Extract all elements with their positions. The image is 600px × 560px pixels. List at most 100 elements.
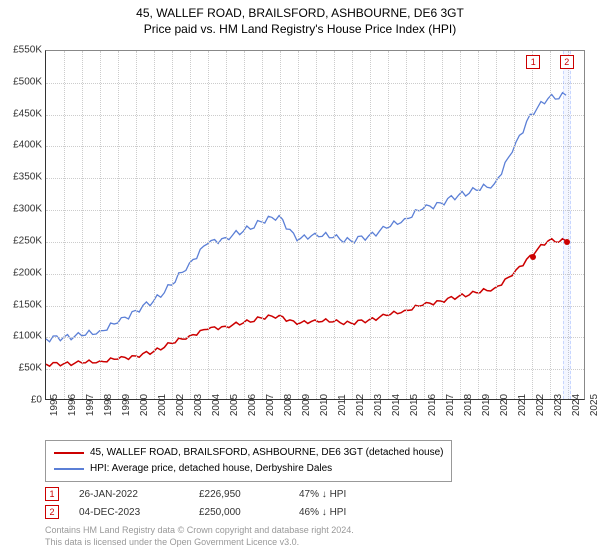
gridline-h [46,242,584,243]
legend: 45, WALLEF ROAD, BRAILSFORD, ASHBOURNE, … [45,440,452,482]
xtick-label: 2010 [319,394,330,416]
ytick-label: £400K [13,140,42,151]
xtick-label: 2006 [247,394,258,416]
xtick-label: 2000 [139,394,150,416]
gridline-v [298,51,299,399]
gridline-v [496,51,497,399]
gridline-h [46,178,584,179]
gridline-v [172,51,173,399]
ytick-label: £300K [13,204,42,215]
chart-container: 45, WALLEF ROAD, BRAILSFORD, ASHBOURNE, … [0,0,600,560]
sale-price: £250,000 [199,507,299,518]
gridline-v [424,51,425,399]
ytick-label: £100K [13,331,42,342]
xtick-label: 2002 [175,394,186,416]
xtick-label: 2012 [355,394,366,416]
sale-marker-box: 1 [526,55,540,69]
gridline-v [154,51,155,399]
gridline-v [82,51,83,399]
gridline-v [388,51,389,399]
gridline-v [406,51,407,399]
gridline-v [316,51,317,399]
ytick-label: £250K [13,235,42,246]
gridline-v [532,51,533,399]
sale-row-marker: 1 [45,487,59,501]
title-line1: 45, WALLEF ROAD, BRAILSFORD, ASHBOURNE, … [136,6,464,20]
xtick-label: 2009 [301,394,312,416]
sale-row-marker: 2 [45,505,59,519]
gridline-h [46,306,584,307]
xtick-label: 2021 [517,394,528,416]
xtick-label: 2013 [373,394,384,416]
sale-date: 04-DEC-2023 [79,507,199,518]
sale-row: 2 04-DEC-2023£250,00046% ↓ HPI [45,503,399,521]
xtick-label: 2017 [445,394,456,416]
ytick-label: £0 [31,395,42,406]
xtick-label: 2014 [391,394,402,416]
gridline-v [442,51,443,399]
legend-label: 45, WALLEF ROAD, BRAILSFORD, ASHBOURNE, … [90,445,443,461]
gridline-h [46,337,584,338]
xtick-label: 2016 [427,394,438,416]
gridline-v [352,51,353,399]
footer-attribution: Contains HM Land Registry data © Crown c… [45,525,354,548]
ytick-label: £500K [13,76,42,87]
gridline-h [46,369,584,370]
gridline-v [334,51,335,399]
xtick-label: 2011 [337,394,348,416]
xtick-label: 2025 [589,394,600,416]
gridline-v [550,51,551,399]
gridline-v [370,51,371,399]
xtick-label: 2005 [229,394,240,416]
gridline-v [262,51,263,399]
gridline-v [136,51,137,399]
xtick-label: 2018 [463,394,474,416]
xtick-label: 2024 [571,394,582,416]
series-hpi [46,93,566,342]
legend-item: HPI: Average price, detached house, Derb… [54,461,443,477]
gridline-h [46,210,584,211]
xtick-label: 2003 [193,394,204,416]
xtick-label: 1997 [85,394,96,416]
title-line2: Price paid vs. HM Land Registry's House … [144,22,456,36]
ytick-label: £150K [13,299,42,310]
gridline-h [46,115,584,116]
gridline-v [244,51,245,399]
footer-line2: This data is licensed under the Open Gov… [45,537,299,547]
gridline-v [514,51,515,399]
gridline-h [46,146,584,147]
gridline-v [190,51,191,399]
ytick-label: £200K [13,267,42,278]
sale-marker-dot [530,254,536,260]
gridline-v [478,51,479,399]
xtick-label: 1995 [49,394,60,416]
highlight-band [563,51,571,399]
legend-label: HPI: Average price, detached house, Derb… [90,461,332,477]
gridline-v [226,51,227,399]
sale-price: £226,950 [199,489,299,500]
gridline-v [280,51,281,399]
ytick-label: £350K [13,172,42,183]
ytick-label: £450K [13,108,42,119]
xtick-label: 2015 [409,394,420,416]
gridline-v [64,51,65,399]
footer-line1: Contains HM Land Registry data © Crown c… [45,525,354,535]
xtick-label: 2022 [535,394,546,416]
sale-vs-hpi: 46% ↓ HPI [299,507,399,518]
gridline-v [460,51,461,399]
gridline-v [100,51,101,399]
xtick-label: 1998 [103,394,114,416]
xtick-label: 1996 [67,394,78,416]
sale-marker-dot [564,239,570,245]
sale-vs-hpi: 47% ↓ HPI [299,489,399,500]
gridline-h [46,274,584,275]
series-price_paid [46,239,566,366]
sale-row: 126-JAN-2022£226,95047% ↓ HPI [45,485,399,503]
ytick-label: £50K [19,363,42,374]
xtick-label: 2023 [553,394,564,416]
xtick-label: 2001 [157,394,168,416]
xtick-label: 1999 [121,394,132,416]
legend-swatch [54,452,84,454]
xtick-label: 2007 [265,394,276,416]
ytick-label: £550K [13,45,42,56]
